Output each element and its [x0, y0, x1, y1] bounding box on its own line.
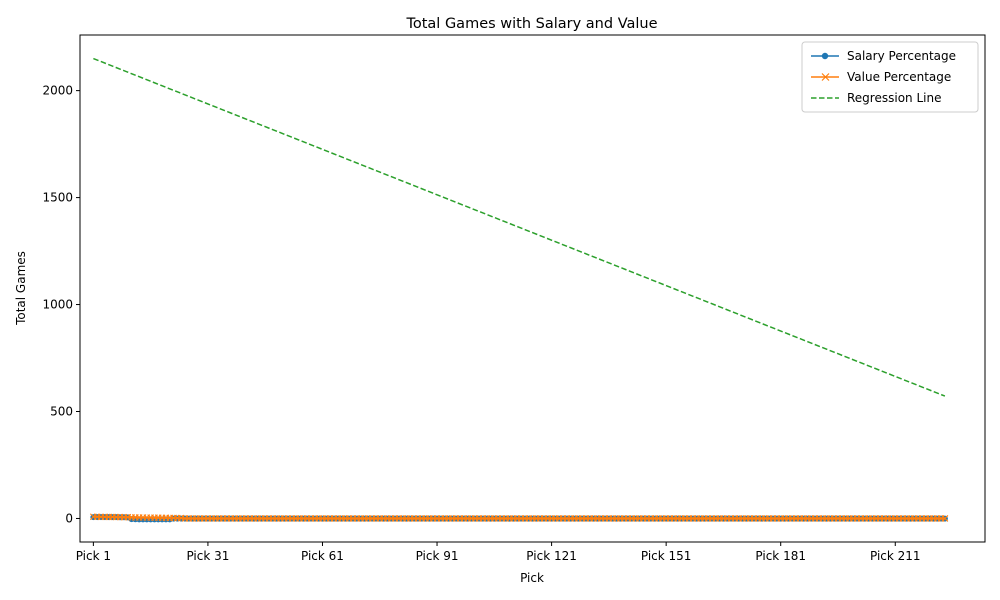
- legend-marker-value: [821, 73, 830, 81]
- x-axis: Pick 1 Pick 31 Pick 61 Pick 91 Pick 121 Pick …: [76, 542, 921, 563]
- x-tick-label: Pick 91: [416, 549, 459, 563]
- series-line-regression: [93, 57, 946, 397]
- y-tick-label: 0: [65, 511, 73, 525]
- legend: Salary Percentage Value Percentage Regress…: [801, 41, 979, 113]
- legend-marker-salary: [821, 52, 829, 60]
- y-tick-label: 2000: [42, 84, 73, 98]
- y-tick-label: 500: [50, 405, 73, 419]
- y-tick-label: 1500: [42, 191, 73, 205]
- chart-title: Total Games with Salary and Value: [405, 16, 657, 32]
- y-axis: 0 500 1000 1500 2000: [42, 84, 80, 525]
- x-tick-label: Pick 211: [870, 549, 921, 563]
- value-point: [941, 515, 949, 522]
- y-tick-label: 1000: [42, 298, 73, 312]
- legend-label-salary: Salary Percentage: [847, 49, 956, 63]
- x-tick-label: Pick 61: [301, 549, 344, 563]
- plot-area: [89, 57, 949, 523]
- y-axis-label: Total Games: [14, 251, 28, 326]
- legend-label-value: Value Percentage: [847, 70, 951, 84]
- x-tick-label: Pick 181: [755, 549, 806, 563]
- x-tick-label: Pick 31: [186, 549, 229, 563]
- x-axis-label: Pick: [520, 571, 544, 585]
- x-tick-label: Pick 151: [641, 549, 692, 563]
- x-tick-label: Pick 1: [76, 549, 111, 563]
- plot-frame: [79, 34, 986, 543]
- legend-label-regression: Regression Line: [847, 91, 941, 105]
- legend-box: [801, 41, 979, 113]
- x-tick-label: Pick 121: [526, 549, 577, 563]
